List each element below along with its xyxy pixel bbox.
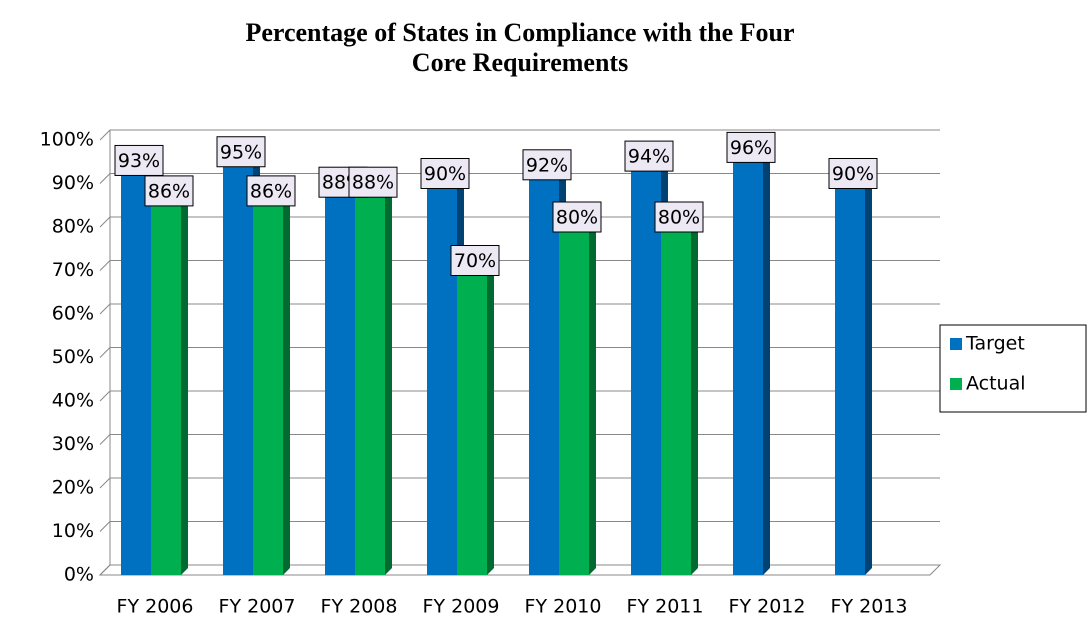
bar bbox=[835, 183, 865, 575]
y-tick-label: 20% bbox=[52, 477, 94, 499]
bar bbox=[559, 227, 589, 575]
data-label-box bbox=[450, 245, 500, 276]
bar bbox=[427, 183, 457, 575]
data-label: 93% bbox=[118, 150, 160, 172]
data-label-box bbox=[420, 158, 470, 189]
data-label: 95% bbox=[220, 141, 262, 163]
y-tick-label: 60% bbox=[52, 303, 94, 325]
bar bbox=[457, 270, 487, 575]
y-tick-label: 70% bbox=[52, 259, 94, 281]
data-label: 86% bbox=[148, 180, 190, 202]
legend-label: Actual bbox=[966, 373, 1026, 395]
data-label-box bbox=[552, 201, 602, 233]
bar-side bbox=[691, 220, 698, 575]
y-tick-label: 10% bbox=[52, 520, 94, 542]
data-label-box bbox=[828, 158, 878, 189]
legend-swatch bbox=[950, 378, 962, 390]
data-label-box bbox=[624, 140, 674, 172]
y-tick-label: 30% bbox=[52, 433, 94, 455]
data-label-box bbox=[726, 131, 776, 163]
data-label: 90% bbox=[424, 163, 466, 185]
bar bbox=[151, 200, 181, 575]
bar-side bbox=[181, 193, 188, 575]
bar-side bbox=[487, 263, 494, 575]
data-label: 80% bbox=[658, 207, 700, 229]
data-label-box bbox=[144, 175, 194, 207]
x-tick-label: FY 2011 bbox=[627, 596, 704, 618]
bar bbox=[733, 157, 763, 575]
bar bbox=[661, 227, 691, 575]
x-tick-label: FY 2013 bbox=[831, 596, 908, 618]
y-tick-label: 50% bbox=[52, 346, 94, 368]
bar-side bbox=[283, 193, 290, 575]
x-tick-label: FY 2006 bbox=[117, 596, 194, 618]
bar bbox=[253, 200, 283, 575]
bar bbox=[355, 192, 385, 575]
data-label: 70% bbox=[454, 250, 496, 272]
bar bbox=[325, 192, 355, 575]
bar bbox=[529, 174, 559, 576]
data-label: 92% bbox=[526, 154, 568, 176]
y-tick-label: 40% bbox=[52, 390, 94, 412]
grid-line bbox=[99, 129, 940, 141]
legend-box bbox=[939, 324, 1087, 413]
y-tick-label: 100% bbox=[40, 129, 94, 151]
data-label-box bbox=[114, 144, 164, 176]
data-label: 96% bbox=[730, 137, 772, 159]
data-label: 80% bbox=[556, 207, 598, 229]
legend-swatch bbox=[950, 338, 962, 350]
data-label: 90% bbox=[832, 163, 874, 185]
bar bbox=[223, 161, 253, 575]
bar-side bbox=[865, 176, 872, 575]
y-tick-label: 80% bbox=[52, 216, 94, 238]
data-label-box bbox=[522, 149, 572, 181]
bar bbox=[121, 170, 151, 575]
x-tick-label: FY 2009 bbox=[423, 596, 500, 618]
bar bbox=[631, 166, 661, 575]
y-tick-label: 90% bbox=[52, 172, 94, 194]
data-label-box bbox=[216, 136, 266, 168]
y-tick-label: 0% bbox=[64, 564, 94, 586]
data-label-box bbox=[654, 201, 704, 233]
x-tick-label: FY 2008 bbox=[321, 596, 398, 618]
legend-label: Target bbox=[965, 333, 1025, 355]
data-label-box bbox=[348, 166, 398, 198]
chart-title: Percentage of States in Compliance with … bbox=[245, 18, 795, 77]
x-tick-label: FY 2007 bbox=[219, 596, 296, 618]
bar-side bbox=[763, 150, 770, 575]
data-label: 94% bbox=[628, 146, 670, 168]
data-label: 88% bbox=[352, 172, 394, 194]
bar-side bbox=[589, 220, 596, 575]
bar-side bbox=[385, 185, 392, 575]
x-tick-label: FY 2012 bbox=[729, 596, 806, 618]
x-tick-label: FY 2010 bbox=[525, 596, 602, 618]
data-label-box bbox=[246, 175, 296, 207]
data-label: 86% bbox=[250, 180, 292, 202]
